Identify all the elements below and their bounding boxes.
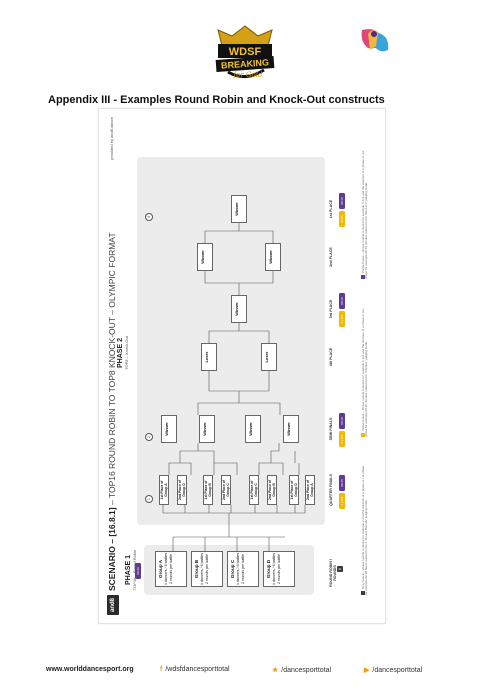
label-1st-place: 1st PLACE: [329, 199, 333, 219]
loser-box: Loser: [261, 343, 277, 371]
champion-box: Winner: [231, 195, 247, 223]
scenario-sheet: and8 SCENARIO – [16.8.1] – TOP16 ROUND R…: [99, 109, 385, 623]
phase1-time-pill: 00:20: [135, 563, 141, 579]
svg-text:BREAKING: BREAKING: [221, 57, 270, 70]
qf-slot: 2nd Place of Group B: [267, 475, 277, 505]
qf-time-pill: 00:15: [339, 475, 345, 491]
page-footer: www.worlddancesport.org f/wdsfdancesport…: [0, 666, 485, 680]
footer-youtube-link[interactable]: ▶/dancesporttotal: [364, 667, 423, 674]
label-4th-place: 4th PLACE: [329, 347, 333, 367]
stage-marker-icon: 2: [145, 433, 153, 441]
top-time-pill: 00:10: [339, 193, 345, 209]
sf-winner-box: Winner: [245, 415, 261, 443]
footer-facebook-link[interactable]: f/wdsfdancesporttotal: [160, 666, 230, 673]
sf-winner-box: Winner: [283, 415, 299, 443]
qf-slot: 2nd Place of Group D: [177, 475, 187, 505]
qf-rounds-pill: 4 | 1x1: [339, 493, 345, 509]
label-2nd-place: 2nd PLACE: [329, 247, 333, 267]
youtube-icon: ▶: [364, 667, 370, 674]
top-rounds-pill: 00:05: [339, 211, 345, 227]
scenario-document: and8 SCENARIO – [16.8.1] – TOP16 ROUND R…: [98, 108, 386, 624]
twitter-icon: ★: [272, 667, 279, 674]
legend-purple-note: Purple boxes – shows rounds to dance for…: [360, 150, 369, 279]
loser-box: Loser: [201, 343, 217, 371]
label-3rd-place: 3rd PLACE: [329, 299, 333, 319]
sf-rounds-pill: 4 | 1x1: [339, 431, 345, 447]
footer-website-link[interactable]: www.worlddancesport.org: [46, 666, 134, 673]
round-count-badge: 6: [337, 566, 343, 572]
final-winner-box: Winner: [197, 243, 213, 271]
label-round-robin: ROUND ROBIN / ROUNDS: [329, 559, 337, 587]
qf-slot: 2nd Place of Group C: [221, 475, 231, 505]
qf-slot: 1st Place of Group D: [289, 475, 299, 505]
qf-slot: 1st Place of Group C: [249, 475, 259, 505]
wdsf-breaking-logo: WDSF BREAKING for Gold: [212, 24, 278, 84]
sf-winner-box: Winner: [199, 415, 215, 443]
page-heading: Appendix III - Examples Round Robin and …: [48, 94, 385, 106]
qf-slot: 1st Place of Group A: [159, 475, 169, 505]
world-dancesport-federation-logo: world DanceSport federation: [318, 28, 418, 92]
svg-text:for Gold: for Gold: [233, 71, 263, 79]
stage-marker-icon: 3: [145, 213, 153, 221]
final-rounds-pill: 4 | 1x1: [339, 311, 345, 327]
sf-time-pill: 00:10: [339, 413, 345, 429]
qf-slot: 1st Place of Group B: [203, 475, 213, 505]
label-semi-finals: SEMI FINALS: [329, 417, 333, 441]
sf-winner-box: Winner: [161, 415, 177, 443]
facebook-icon: f: [160, 666, 163, 673]
label-quarter-finals: QUARTER FINALS: [329, 474, 333, 506]
wdsf-logo-text: WDSF: [229, 46, 262, 58]
qf-slot: 2nd Place of Group A: [305, 475, 315, 505]
stage-marker-icon: 1: [145, 495, 153, 503]
bracket-lines: [162, 223, 306, 551]
final-time-pill: 00:10: [339, 293, 345, 309]
legend-yellow-note: Yellow boxes – shows rounds to dance for…: [360, 309, 369, 437]
legend-grey-note: Grey boxes – shows rounds to dance for e…: [360, 465, 369, 595]
footer-twitter-link[interactable]: ★/dancesporttotal: [272, 667, 332, 674]
third-place-winner-box: Winner: [231, 295, 247, 323]
final-winner-box: Winner: [265, 243, 281, 271]
